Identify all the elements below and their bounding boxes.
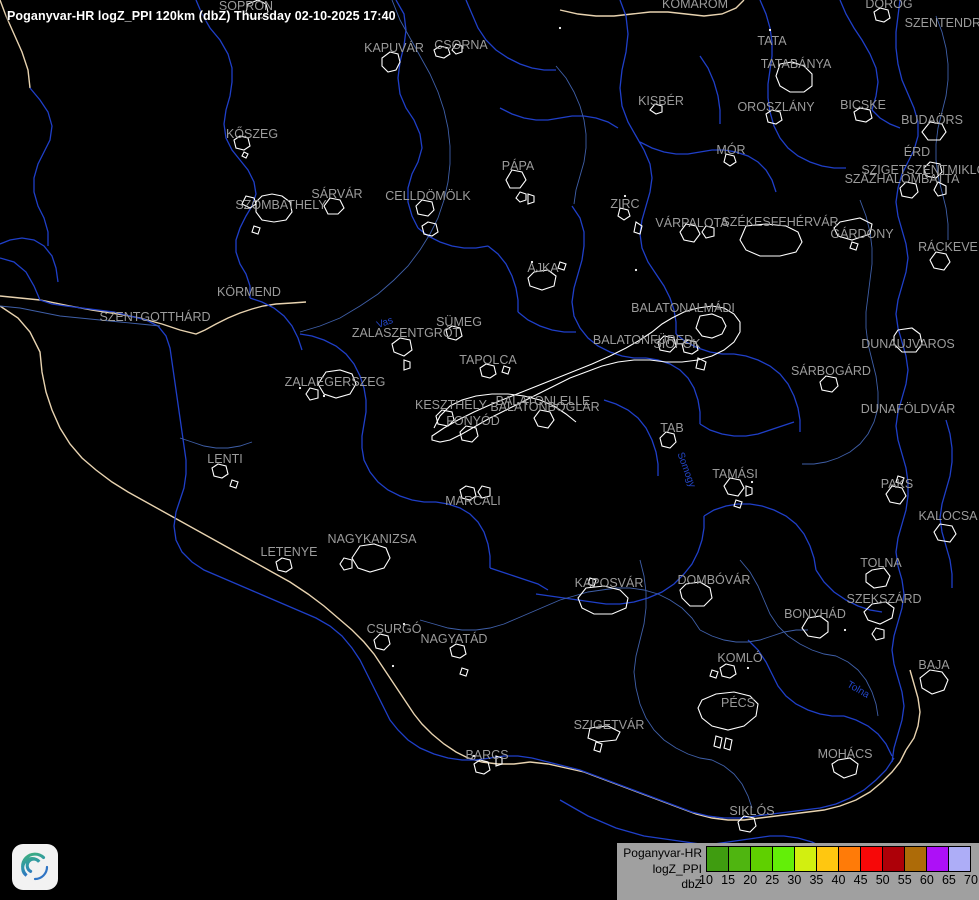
legend-tick: 15: [721, 873, 736, 887]
legend-scale: 10 15 20 25 30 35 40 45 50 55 60 65 70: [699, 843, 979, 893]
legend-swatch: [839, 847, 861, 871]
legend-tick: 20: [743, 873, 758, 887]
city-outlines: [211, 0, 957, 833]
legend-tick: 45: [853, 873, 868, 887]
legend-tick: 65: [941, 873, 956, 887]
legend-tick: 10: [699, 873, 713, 887]
legend-caption-unit: dbZ: [681, 877, 702, 891]
legend-swatch: [707, 847, 729, 871]
country-border-lines: [0, 0, 921, 821]
legend-caption-radar: Poganyvar-HR: [623, 846, 702, 860]
legend-caption-product: logZ_PPI: [652, 861, 702, 876]
legend-swatch: [861, 847, 883, 871]
legend-swatch: [927, 847, 949, 871]
legend-tick: 50: [875, 873, 890, 887]
legend-caption: Poganyvar-HR logZ_PPI dbZ: [617, 843, 706, 893]
legend-tick: 55: [897, 873, 912, 887]
legend-swatch: [905, 847, 927, 871]
county-boundaries: [0, 0, 949, 809]
legend-swatch: [817, 847, 839, 871]
legend-tick: 35: [809, 873, 824, 887]
legend-tick: 60: [919, 873, 934, 887]
legend-color-swatches: [706, 846, 971, 872]
legend-tick: 30: [787, 873, 802, 887]
radar-spiral-logo[interactable]: [12, 844, 58, 890]
legend-tick: 25: [765, 873, 780, 887]
colorbar-legend: Poganyvar-HR logZ_PPI dbZ 10 15 20 25 30 35 40…: [617, 843, 979, 900]
legend-swatch: [751, 847, 773, 871]
legend-tick-labels: 10 15 20 25 30 35 40 45 50 55 60 65 70: [699, 873, 978, 893]
legend-swatch: [729, 847, 751, 871]
spiral-icon: [21, 852, 49, 881]
legend-tick: 70: [964, 873, 978, 887]
legend-swatch: [949, 847, 970, 871]
town-markers: [298, 26, 847, 758]
legend-swatch: [773, 847, 795, 871]
legend-swatch: [795, 847, 817, 871]
page-title: Poganyvar-HR logZ_PPI 120km (dbZ) Thursd…: [7, 9, 396, 23]
legend-tick: 40: [831, 873, 846, 887]
administrative-borders: [0, 0, 953, 849]
legend-swatch: [883, 847, 905, 871]
